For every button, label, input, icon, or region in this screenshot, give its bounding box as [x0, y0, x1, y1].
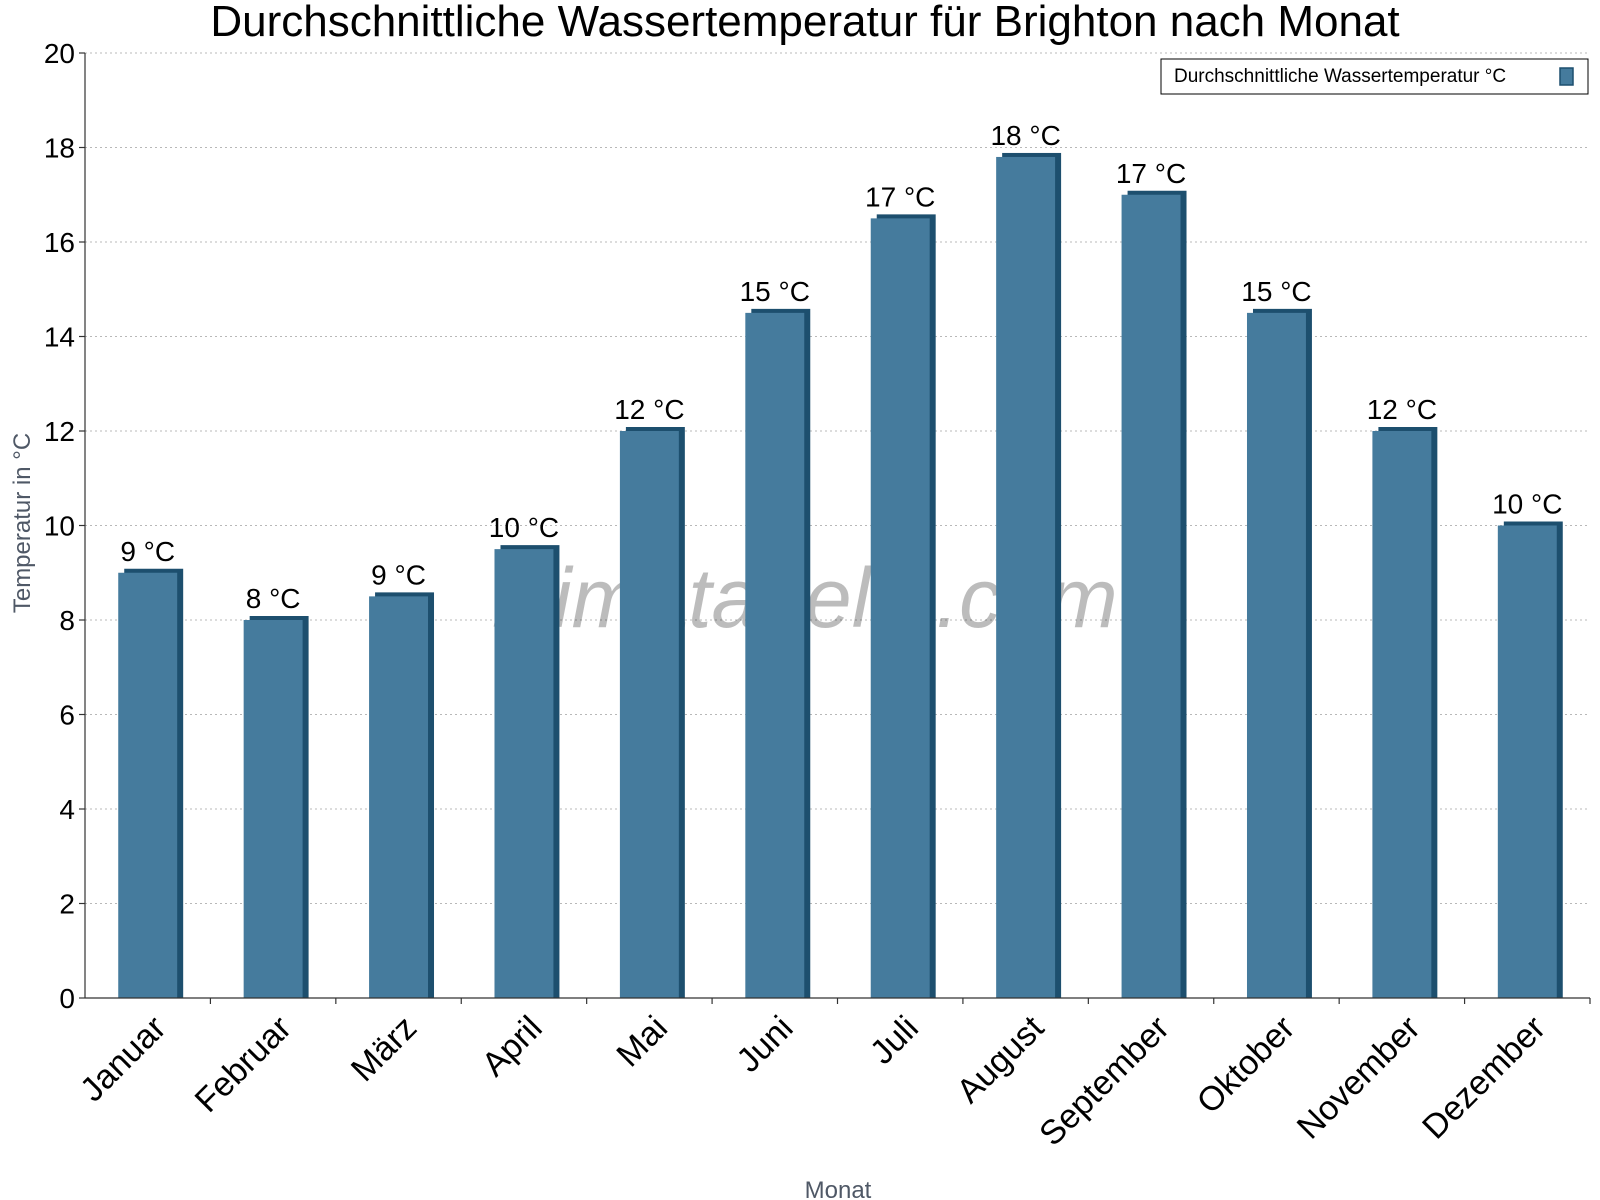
- bar: [369, 596, 429, 998]
- gridlines: [85, 52, 1590, 904]
- y-tick-label: 8: [59, 605, 75, 636]
- legend-label: Durchschnittliche Wassertemperatur °C: [1174, 66, 1506, 87]
- y-axis-ticks: 0 2 4 6 8 10 12 14 16 18 20: [44, 38, 85, 1014]
- data-label: 18 °C: [990, 120, 1060, 151]
- bar: [494, 549, 554, 998]
- data-label: 10 °C: [1492, 489, 1562, 520]
- y-tick-label: 2: [59, 889, 75, 920]
- x-tick-label: Juli: [863, 1009, 926, 1072]
- x-tick-label: September: [1032, 1009, 1176, 1153]
- data-label: 8 °C: [246, 583, 301, 614]
- bar: [619, 431, 679, 998]
- y-tick-label: 10: [44, 511, 75, 542]
- x-tick-label: Mai: [609, 1009, 675, 1075]
- x-tick-label: Februar: [188, 1009, 299, 1120]
- y-tick-label: 12: [44, 416, 75, 447]
- x-tick-label: Juni: [729, 1009, 800, 1080]
- y-tick-label: 0: [59, 983, 75, 1014]
- y-tick-label: 18: [44, 133, 75, 164]
- legend: Durchschnittliche Wassertemperatur °C: [1160, 58, 1589, 95]
- data-label: 17 °C: [865, 181, 935, 212]
- bar: [243, 620, 303, 998]
- bar: [1497, 525, 1557, 998]
- data-label: 12 °C: [614, 394, 684, 425]
- legend-box: [1160, 58, 1589, 95]
- y-tick-label: 16: [44, 227, 75, 258]
- bar: [1372, 431, 1432, 998]
- x-tick-label: April: [475, 1009, 550, 1084]
- chart-title: Durchschnittliche Wassertemperatur für B…: [210, 0, 1399, 46]
- data-label: 10 °C: [489, 512, 559, 543]
- x-tick-label: November: [1290, 1009, 1428, 1147]
- y-axis-title: Temperatur in °C: [9, 433, 36, 613]
- data-label: 9 °C: [120, 536, 175, 567]
- x-axis-title: Monat: [805, 1177, 872, 1200]
- bar: [118, 572, 178, 998]
- x-tick-label: Oktober: [1190, 1009, 1302, 1121]
- bar: [1121, 194, 1181, 998]
- x-tick-label: Januar: [73, 1009, 173, 1109]
- data-label: 12 °C: [1367, 394, 1437, 425]
- x-tick-label: Dezember: [1415, 1009, 1553, 1147]
- bar: [996, 156, 1056, 998]
- data-label: 15 °C: [740, 276, 810, 307]
- legend-swatch: [1559, 67, 1574, 86]
- x-tick-label: März: [344, 1009, 424, 1089]
- data-label: 15 °C: [1241, 276, 1311, 307]
- y-tick-label: 4: [59, 794, 75, 825]
- y-tick-label: 14: [44, 322, 75, 353]
- y-tick-label: 20: [44, 38, 75, 69]
- x-axis-ticks: Januar Februar März April Mai Juni Juli AugustS…: [73, 998, 1591, 1153]
- x-tick-label: August: [950, 1008, 1052, 1110]
- bar: [870, 218, 930, 998]
- bar: [1246, 312, 1306, 998]
- y-tick-label: 6: [59, 700, 75, 731]
- bar: [745, 312, 805, 998]
- bars: 9 °C 8 °C 9 °C 10 °C 12 °C 15 °C 17 °C 18 °C 17 …: [118, 120, 1563, 998]
- data-label: 17 °C: [1116, 158, 1186, 189]
- data-label: 9 °C: [371, 559, 426, 590]
